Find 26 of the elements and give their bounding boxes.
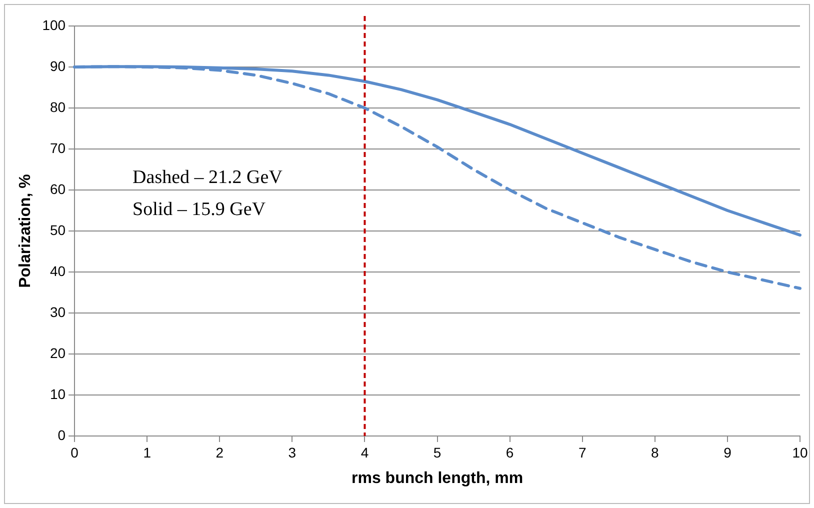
y-axis-title: Polarization, % — [17, 174, 34, 288]
y-tick-label: 0 — [58, 426, 66, 443]
x-tick-label: 0 — [70, 444, 79, 460]
x-tick-label: 10 — [792, 444, 808, 460]
y-tick-label: 100 — [42, 16, 66, 33]
annotation: Solid – 15.9 GeV — [132, 198, 266, 220]
annotation: Dashed – 21.2 GeV — [132, 166, 283, 188]
x-tick-label: 6 — [506, 444, 514, 460]
x-tick-label: 4 — [360, 444, 369, 460]
y-tick-label: 80 — [50, 98, 66, 115]
y-tick-label: 20 — [50, 344, 66, 361]
x-tick-label: 8 — [651, 444, 660, 460]
x-tick-label: 1 — [143, 444, 152, 460]
y-tick-label: 90 — [50, 58, 66, 74]
x-tick-label: 7 — [578, 444, 586, 460]
x-axis-title: rms bunch length, mm — [351, 470, 524, 487]
y-tick-label: 30 — [50, 304, 66, 320]
y-tick-label: 50 — [50, 222, 66, 238]
y-tick-label: 70 — [50, 140, 66, 156]
y-tick-label: 60 — [50, 180, 66, 197]
y-tick-label: 10 — [50, 386, 66, 402]
y-tick-label: 40 — [50, 262, 66, 279]
x-tick-label: 9 — [724, 444, 732, 460]
x-tick-label: 5 — [433, 444, 442, 460]
x-tick-label: 2 — [216, 444, 224, 460]
x-tick-label: 3 — [288, 444, 296, 460]
